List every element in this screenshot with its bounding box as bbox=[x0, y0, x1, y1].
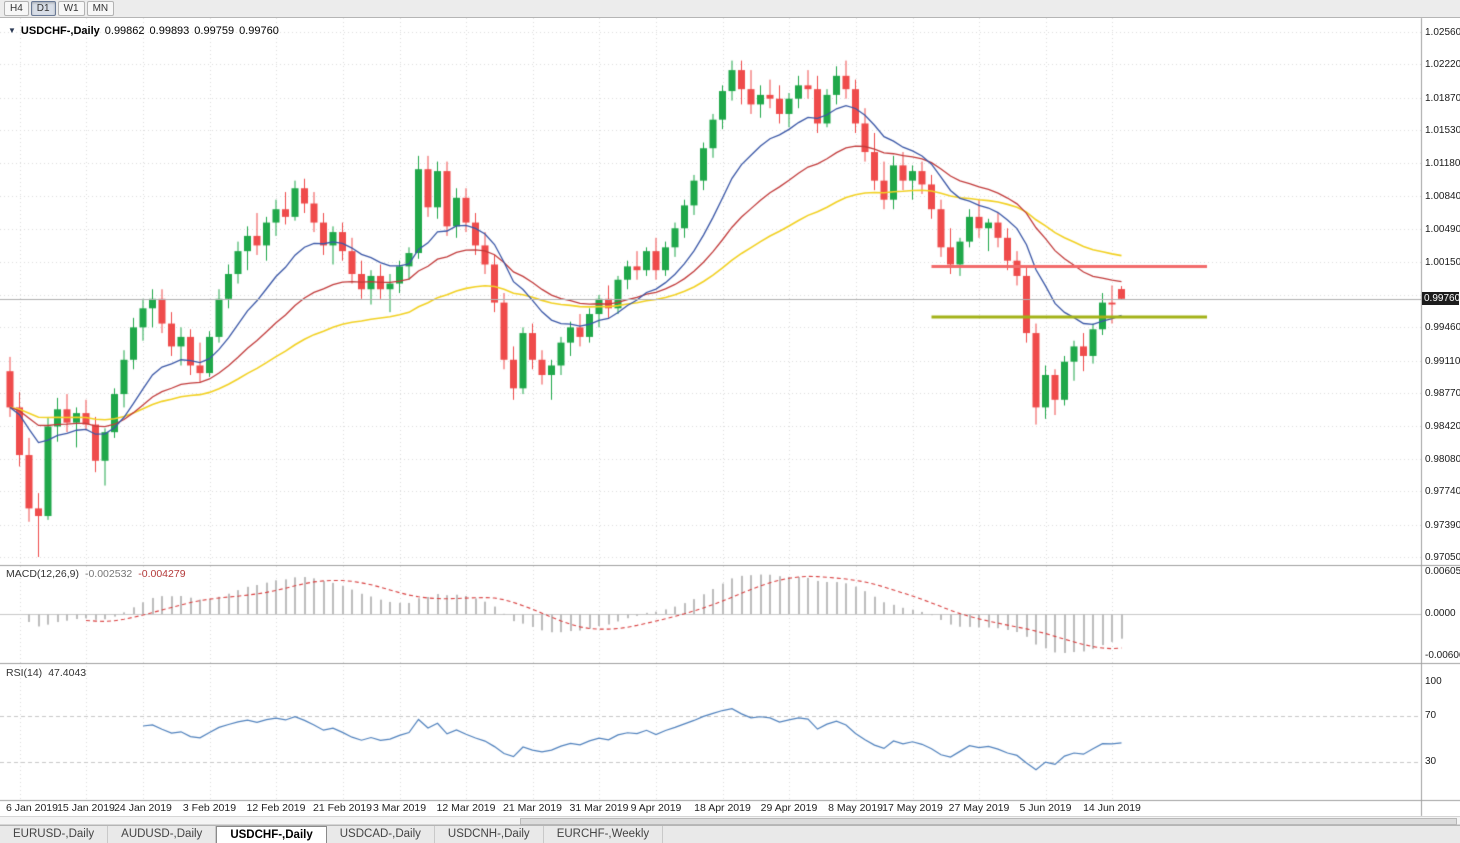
price-axis-label: 0.98770 bbox=[1425, 388, 1460, 400]
bar-high: 0.99893 bbox=[149, 25, 190, 37]
date-label: 31 Mar 2019 bbox=[569, 802, 629, 814]
date-label: 5 Jun 2019 bbox=[1019, 802, 1072, 814]
price-axis-label: 0.97390 bbox=[1425, 519, 1460, 531]
horizontal-scrollbar[interactable] bbox=[0, 816, 1460, 825]
date-label: 9 Apr 2019 bbox=[630, 802, 682, 814]
bar-open: 0.99862 bbox=[104, 25, 145, 37]
chart-tab-usdchf-[interactable]: USDCHF-,Daily bbox=[216, 826, 327, 843]
date-label: 3 Feb 2019 bbox=[182, 802, 237, 814]
price-axis-label: 1.01180 bbox=[1425, 158, 1460, 170]
macd-axis-label: -0.006069 bbox=[1425, 650, 1460, 661]
horizontal-scrollbar-thumb[interactable] bbox=[520, 818, 1457, 825]
date-label: 14 Jun 2019 bbox=[1083, 802, 1141, 814]
macd-axis-label: 0.0000 bbox=[1425, 608, 1456, 619]
rsi-axis-label: 30 bbox=[1425, 756, 1437, 767]
date-label: 29 Apr 2019 bbox=[760, 802, 818, 814]
rsi-value: 47.4043 bbox=[48, 667, 87, 679]
chart-caption: ▼ USDCHF-,Daily 0.99862 0.99893 0.99759 … bbox=[8, 25, 279, 37]
rsi-label: RSI(14) 47.4043 bbox=[6, 667, 86, 679]
chart-tab-usdcad-[interactable]: USDCAD-,Daily bbox=[327, 826, 435, 843]
price-axis-label: 0.99460 bbox=[1425, 322, 1460, 334]
price-axis-label: 1.01870 bbox=[1425, 92, 1460, 104]
date-label: 21 Mar 2019 bbox=[503, 802, 562, 814]
current-price-badge: 0.99760 bbox=[1422, 292, 1460, 306]
macd-axis-label: 0.006058 bbox=[1425, 566, 1460, 577]
date-label: 15 Jan 2019 bbox=[57, 802, 115, 814]
date-label: 24 Jan 2019 bbox=[114, 802, 172, 814]
timeframe-button-w1[interactable]: W1 bbox=[57, 1, 85, 16]
date-label: 12 Mar 2019 bbox=[436, 802, 496, 814]
bar-low: 0.99759 bbox=[194, 25, 235, 37]
date-label: 8 May 2019 bbox=[828, 802, 883, 814]
price-axis-label: 1.02220 bbox=[1425, 59, 1460, 71]
chart-menu-icon[interactable]: ▼ bbox=[8, 26, 16, 35]
timeframe-toolbar: H4 D1 W1 MN bbox=[0, 0, 1460, 18]
date-label: 17 May 2019 bbox=[882, 802, 943, 814]
price-axis-label: 0.99110 bbox=[1425, 355, 1460, 367]
bar-close: 0.99760 bbox=[239, 25, 279, 37]
chart-tab-eurchf-[interactable]: EURCHF-,Weekly bbox=[544, 826, 664, 843]
rsi-name: RSI(14) bbox=[6, 667, 43, 679]
macd-label: MACD(12,26,9) -0.002532 -0.004279 bbox=[6, 568, 186, 580]
chart-tab-eurusd-[interactable]: EURUSD-,Daily bbox=[0, 826, 109, 843]
rsi-axis-label: 100 bbox=[1425, 675, 1442, 687]
timeframe-button-mn[interactable]: MN bbox=[86, 1, 115, 16]
date-label: 21 Feb 2019 bbox=[313, 802, 372, 814]
chart-tab-bar: EURUSD-,Daily AUDUSD-,Daily USDCHF-,Daily U… bbox=[0, 825, 1460, 843]
price-axis-label: 1.02560 bbox=[1425, 27, 1460, 38]
price-axis-label: 0.97050 bbox=[1425, 552, 1460, 563]
date-label: 12 Feb 2019 bbox=[246, 802, 306, 814]
symbol-title: USDCHF-,Daily bbox=[20, 25, 100, 37]
timeframe-button-h4[interactable]: H4 bbox=[4, 1, 29, 16]
price-axis-label: 1.00490 bbox=[1425, 224, 1460, 236]
date-label: 6 Jan 2019 bbox=[6, 802, 58, 814]
macd-name: MACD(12,26,9) bbox=[6, 568, 79, 580]
date-label: 3 Mar 2019 bbox=[372, 802, 427, 814]
price-axis-label: 0.98080 bbox=[1425, 453, 1460, 465]
chart-tab-audusd-[interactable]: AUDUSD-,Daily bbox=[108, 826, 217, 843]
price-axis-label: 1.00840 bbox=[1425, 190, 1460, 202]
price-axis-label: 1.00150 bbox=[1425, 256, 1460, 268]
price-axis-label: 1.01530 bbox=[1425, 125, 1460, 137]
macd-value-main: -0.002532 bbox=[84, 568, 133, 580]
macd-value-signal: -0.004279 bbox=[138, 568, 186, 580]
rsi-axis-label: 70 bbox=[1425, 710, 1437, 721]
chart-tab-usdcnh-[interactable]: USDCNH-,Daily bbox=[435, 826, 544, 843]
price-axis-label: 0.97740 bbox=[1425, 486, 1460, 498]
price-axis-label: 0.98420 bbox=[1425, 421, 1460, 433]
date-label: 18 Apr 2019 bbox=[694, 802, 751, 814]
date-label: 27 May 2019 bbox=[948, 802, 1010, 814]
timeframe-button-d1[interactable]: D1 bbox=[30, 1, 56, 16]
